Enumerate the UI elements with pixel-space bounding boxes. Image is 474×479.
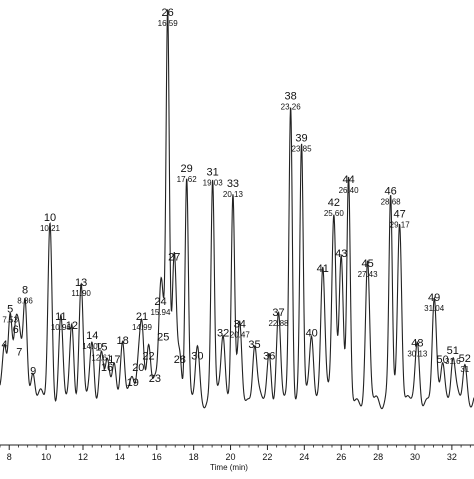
peak-retention-time: 11.90 — [71, 289, 91, 298]
peak-label: 32 — [217, 328, 229, 340]
x-tick-label: 18 — [189, 452, 199, 462]
x-tick-label: 24 — [299, 452, 309, 462]
peak-label: 8 — [22, 284, 28, 296]
peak-label: 4 — [2, 339, 8, 351]
peak-label: 21 — [136, 311, 148, 323]
peak-retention-time: 15.94 — [150, 308, 171, 317]
x-axis: 8 10 12 14 16 18 20 22 24 26 28 30 32 — [0, 444, 474, 462]
peak-retention-time: 26.40 — [339, 186, 360, 195]
peak-label: 51 — [447, 345, 459, 357]
peak-label: 33 — [227, 178, 239, 190]
peak-retention-time: 30.13 — [407, 350, 428, 359]
x-tick-label: 14 — [115, 452, 125, 462]
peak-label: 13 — [75, 277, 87, 289]
peak-label: 29 — [181, 163, 193, 175]
peak-label: 17 — [108, 354, 120, 366]
peak-label: 39 — [295, 132, 307, 144]
peak-labels: 457.536788.8691010.211110.96121311.90141… — [2, 7, 471, 389]
peak-label: 48 — [411, 338, 423, 350]
peak-retention-time: 14.99 — [132, 323, 153, 332]
peak-label: 26 — [162, 7, 174, 19]
peak-label: 27 — [168, 252, 180, 264]
peak-label: 12 — [66, 320, 78, 332]
peak-retention-time: 7.53 — [2, 315, 18, 324]
peak-retention-time: 31.6 — [445, 357, 461, 366]
peak-label: 18 — [117, 335, 129, 347]
x-tick-label: 8 — [7, 452, 12, 462]
peak-label: 16 — [101, 362, 113, 374]
peak-retention-time: 8.86 — [17, 296, 33, 305]
peak-label: 25 — [157, 331, 169, 343]
peak-label: 28 — [174, 354, 186, 366]
peak-retention-time: 31 — [460, 365, 469, 374]
x-tick-label: 30 — [410, 452, 420, 462]
peak-label: 35 — [248, 339, 260, 351]
peak-label: 43 — [335, 248, 347, 260]
peak-label: 52 — [459, 353, 471, 365]
peak-label: 10 — [44, 212, 56, 224]
peak-retention-time: 25.60 — [324, 209, 345, 218]
peak-retention-time: 29.17 — [390, 220, 411, 229]
peak-retention-time: 23.26 — [281, 103, 302, 112]
peak-retention-time: 10.96 — [51, 323, 72, 332]
peak-retention-time: 17.62 — [177, 175, 198, 184]
x-axis-title: Time (min) — [210, 463, 248, 472]
chromatogram-trace — [0, 9, 474, 410]
peak-label: 36 — [263, 350, 275, 362]
peak-label: 19 — [127, 377, 139, 389]
peak-label: 34 — [234, 319, 246, 331]
x-tick-label: 26 — [336, 452, 346, 462]
peak-label: 40 — [306, 328, 318, 340]
peak-label: 15 — [95, 341, 107, 353]
peak-label: 47 — [394, 208, 406, 220]
peak-label: 7 — [16, 347, 22, 359]
trace-layer — [0, 9, 474, 410]
peak-retention-time: 31.04 — [424, 304, 445, 313]
peak-label: 20 — [132, 362, 144, 374]
peak-retention-time: 20.47 — [230, 331, 251, 340]
peak-retention-time: 19.03 — [203, 179, 224, 188]
peak-label: 5 — [7, 303, 13, 315]
peak-retention-time: 20.13 — [223, 190, 244, 199]
peak-label: 46 — [385, 186, 397, 198]
peak-label: 41 — [317, 263, 329, 275]
peak-label: 22 — [142, 350, 154, 362]
peak-label: 6 — [13, 324, 19, 336]
peak-label: 45 — [361, 258, 373, 270]
x-tick-label: 22 — [262, 452, 272, 462]
peak-label: 31 — [207, 167, 219, 179]
peak-label: 42 — [328, 197, 340, 209]
x-tick-label: 32 — [447, 452, 457, 462]
peak-label: 9 — [30, 366, 36, 378]
x-tick-label: 20 — [226, 452, 236, 462]
peak-label: 49 — [428, 292, 440, 304]
peak-retention-time: 22.88 — [268, 319, 289, 328]
peak-label: 38 — [285, 91, 297, 103]
x-tick-label: 16 — [152, 452, 162, 462]
peak-label: 30 — [191, 350, 203, 362]
peak-retention-time: 27.43 — [358, 270, 379, 279]
peak-label: 44 — [342, 174, 354, 186]
peak-retention-time: 12.61 — [91, 353, 112, 362]
x-tick-label: 28 — [373, 452, 383, 462]
peak-retention-time: 23.85 — [292, 144, 313, 153]
peak-retention-time: 28.68 — [381, 198, 402, 207]
peak-retention-time: 10.21 — [40, 224, 61, 233]
peak-retention-time: 14.00 — [82, 342, 103, 351]
peak-label: 11 — [55, 311, 66, 323]
peak-label: 37 — [272, 307, 284, 319]
x-tick-label: 12 — [78, 452, 88, 462]
peak-retention-time: 16.59 — [158, 19, 179, 28]
peak-label: 14 — [86, 330, 98, 342]
peak-label: 23 — [149, 373, 161, 385]
x-tick-label: 10 — [41, 452, 51, 462]
peak-label: 50 — [437, 354, 449, 366]
peak-label: 24 — [154, 296, 166, 308]
